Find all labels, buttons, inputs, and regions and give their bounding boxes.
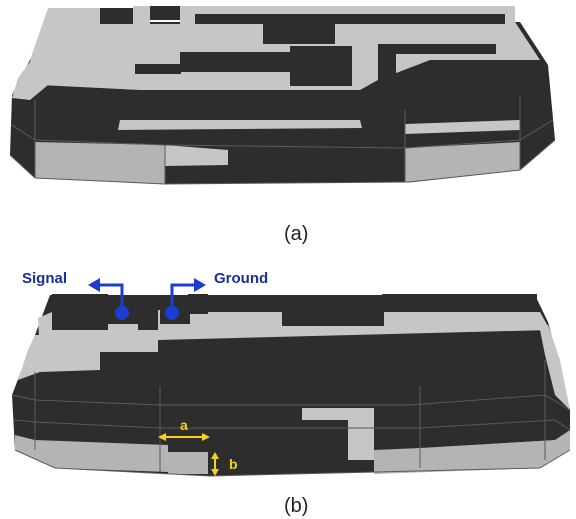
antenna-model-a <box>9 6 556 185</box>
model-b-bottom-feed-gap <box>168 452 208 474</box>
model-a-top-slot-1 <box>100 8 133 22</box>
model-a-top-strip-1 <box>195 14 505 24</box>
caption-a: (a) <box>284 223 308 245</box>
ground-feed-point <box>165 306 179 320</box>
model-b-feed-tab-ground <box>188 294 208 314</box>
signal-feed <box>88 278 129 320</box>
model-b-top-right-block <box>382 294 537 312</box>
model-a-top-block-6 <box>378 54 396 82</box>
model-b-central-band <box>158 340 412 386</box>
model-b-feed-tab-mid <box>138 296 158 330</box>
dimension-a: a <box>158 417 210 441</box>
model-b-center-notch <box>302 408 374 420</box>
model-a-top-strip-3 <box>180 52 290 72</box>
model-b-feed-tab-signal <box>52 294 108 330</box>
model-a-side-strip-2 <box>405 120 520 134</box>
model-b-top-plate <box>38 310 550 355</box>
signal-feed-point <box>115 306 129 320</box>
model-b-edges <box>11 360 571 477</box>
model-b-top-slot <box>282 312 384 326</box>
model-a-top-strip-2 <box>263 24 335 44</box>
model-a-side-strip-1 <box>118 120 362 130</box>
signal-feed-line <box>98 283 124 313</box>
model-b-right-wing <box>540 325 570 410</box>
dimension-b: b <box>211 452 238 476</box>
model-a-bottom-skirt-left <box>35 142 165 184</box>
model-a-top-block-8 <box>420 76 546 96</box>
ground-feed <box>165 278 206 320</box>
model-b-center-notch-2 <box>348 420 374 460</box>
model-a-bottom-skirt-right <box>405 142 520 182</box>
signal-arrow-head <box>88 278 100 292</box>
model-b-left-plate <box>18 335 160 380</box>
signal-label: Signal <box>22 270 67 287</box>
model-a-top-block-4 <box>290 46 352 86</box>
model-b-bottom-skirt-right <box>374 430 570 474</box>
model-a-top-slot-2 <box>150 6 180 20</box>
dimension-b-label: b <box>229 456 238 472</box>
ground-arrow-head <box>194 278 206 292</box>
dimension-a-label: a <box>180 417 188 433</box>
caption-b: (b) <box>284 495 308 517</box>
model-a-left-wing <box>12 45 48 100</box>
model-a-top-block-5 <box>378 44 496 54</box>
antenna-model-b <box>11 294 571 477</box>
ground-label: Ground <box>214 270 268 287</box>
model-b-bottom-skirt-left <box>15 435 168 472</box>
model-a-bottom-skirt-mid <box>165 145 228 166</box>
model-a-top-block-7 <box>135 64 181 74</box>
ground-feed-line <box>170 283 196 313</box>
model-a-edges <box>9 95 556 185</box>
